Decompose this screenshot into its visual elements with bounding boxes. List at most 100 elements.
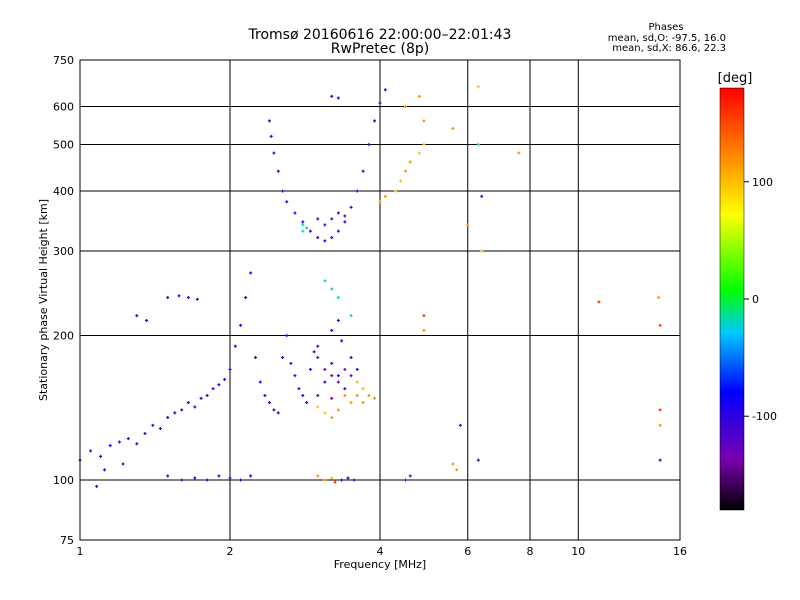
phases-stats-heading: Phases (648, 22, 684, 33)
y-axis-ticks: 75 100 200 300 400 500 600 750 (53, 54, 74, 547)
data-point (276, 169, 280, 173)
data-point (211, 387, 215, 391)
data-point (336, 296, 340, 300)
data-point (355, 189, 359, 193)
data-point (108, 444, 112, 448)
data-point (95, 484, 99, 488)
data-point (228, 367, 232, 371)
data-point (249, 271, 253, 275)
data-point (597, 300, 601, 304)
data-point (323, 239, 327, 243)
data-point (336, 96, 340, 100)
colorbar-tick-label: 100 (752, 176, 773, 189)
data-point (301, 220, 305, 224)
data-point (336, 318, 340, 322)
data-point (263, 394, 267, 398)
data-point (451, 462, 455, 466)
data-point (195, 297, 199, 301)
x-tick-label: 1 (77, 545, 84, 558)
data-point (239, 323, 243, 327)
data-point (355, 367, 359, 371)
data-point (186, 401, 190, 405)
data-point (193, 476, 197, 480)
data-point (258, 380, 262, 384)
x-axis-ticks: 1 2 4 6 8 10 16 (77, 545, 688, 558)
data-point (145, 318, 149, 322)
grid-lines (80, 60, 680, 540)
y-tick-label: 100 (53, 474, 74, 487)
data-point (346, 476, 350, 480)
data-point (367, 143, 371, 147)
data-point (166, 415, 170, 419)
x-tick-label: 6 (464, 545, 471, 558)
data-point (343, 220, 347, 224)
data-point (361, 401, 365, 405)
data-point (186, 296, 190, 300)
data-point (417, 94, 421, 98)
data-point (343, 367, 347, 371)
x-tick-label: 10 (571, 545, 585, 558)
data-point (458, 423, 462, 427)
data-point (121, 462, 125, 466)
data-point (267, 401, 271, 405)
data-point (403, 169, 407, 173)
data-point (308, 367, 312, 371)
chart-subtitle: RwPretec (8p) (330, 41, 430, 57)
data-point (378, 200, 382, 204)
data-point (239, 478, 243, 482)
data-point (352, 478, 356, 482)
data-point (466, 223, 470, 227)
data-point (173, 411, 177, 415)
data-point (517, 151, 521, 155)
data-point (378, 101, 382, 105)
data-point (480, 249, 484, 253)
data-point (330, 415, 334, 419)
data-point (361, 169, 365, 173)
data-point (272, 151, 276, 155)
data-point (151, 423, 155, 427)
data-point (330, 396, 334, 400)
data-point (349, 355, 353, 359)
data-point (355, 380, 359, 384)
data-point (267, 119, 271, 123)
data-point (333, 480, 337, 484)
data-point (323, 223, 327, 227)
data-point (658, 423, 662, 427)
data-point (305, 401, 309, 405)
data-point (180, 478, 184, 482)
data-point (417, 151, 421, 155)
data-point (336, 408, 340, 412)
data-point (297, 387, 301, 391)
data-point (330, 374, 334, 378)
data-point (330, 328, 334, 332)
data-point (205, 478, 209, 482)
data-point (349, 374, 353, 378)
data-point (316, 405, 320, 409)
data-point (316, 394, 320, 398)
data-point (143, 432, 147, 436)
data-point (285, 334, 289, 338)
data-point (658, 323, 662, 327)
data-point (158, 427, 162, 431)
data-point (361, 387, 365, 391)
data-point (355, 394, 359, 398)
data-point (383, 88, 387, 92)
data-point (249, 474, 253, 478)
data-point (451, 126, 455, 130)
data-point (323, 367, 327, 371)
data-point (349, 401, 353, 405)
y-tick-label: 200 (53, 330, 74, 343)
y-tick-label: 300 (53, 245, 74, 258)
data-point (340, 478, 344, 482)
data-point (285, 200, 289, 204)
data-point (228, 476, 232, 480)
phases-stats-o-mode: mean, sd,O: -97.5, 16.0 (607, 33, 726, 44)
data-points (78, 85, 662, 488)
data-point (281, 355, 285, 359)
data-point (180, 408, 184, 412)
x-tick-label: 2 (227, 545, 234, 558)
data-point (343, 387, 347, 391)
x-axis-label: Frequency [MHz] (334, 558, 426, 571)
data-point (422, 143, 426, 147)
data-point (316, 236, 320, 240)
